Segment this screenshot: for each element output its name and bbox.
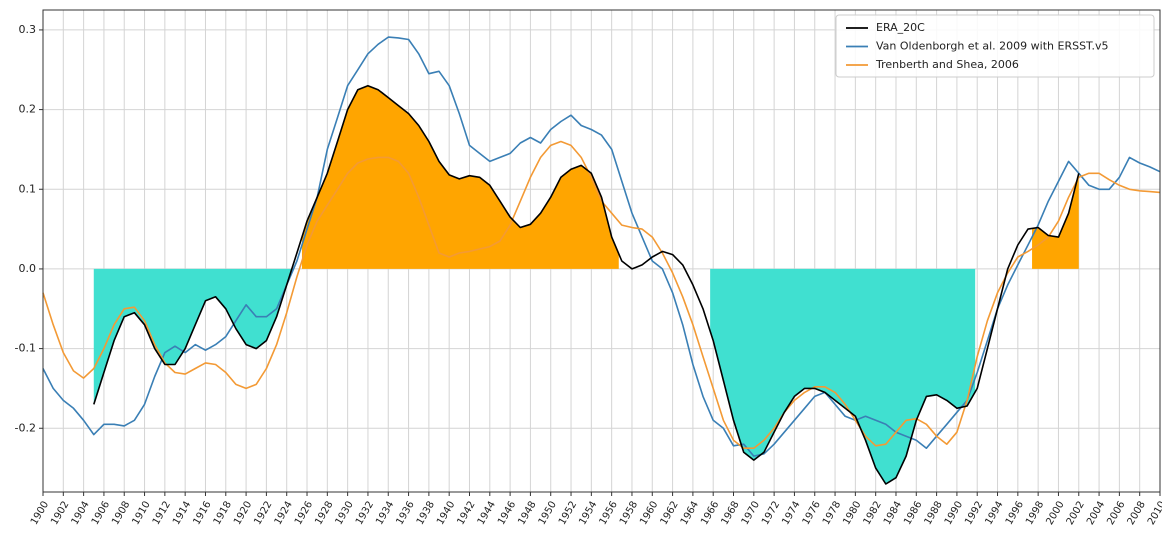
x-tick-label: 2006 xyxy=(1105,500,1127,528)
x-tick-label: 1962 xyxy=(659,500,681,528)
x-tick-label: 1966 xyxy=(699,500,721,528)
x-tick-label: 1944 xyxy=(476,500,498,528)
x-tick-label: 1902 xyxy=(49,500,71,528)
x-tick-label: 1954 xyxy=(577,500,599,528)
y-tick-label: 0.1 xyxy=(19,182,37,195)
y-tick-label: 0.3 xyxy=(19,23,37,36)
x-tick-label: 1988 xyxy=(923,500,945,528)
x-tick-label: 1910 xyxy=(130,500,152,528)
y-tick-label: 0.0 xyxy=(19,262,37,275)
x-tick-label: 1964 xyxy=(679,500,701,528)
x-tick-label: 1948 xyxy=(516,500,538,528)
x-tick-label: 1982 xyxy=(862,500,884,528)
x-tick-label: 1930 xyxy=(334,500,356,528)
x-tick-label: 1906 xyxy=(90,500,112,528)
x-tick-label: 1916 xyxy=(191,500,213,528)
x-tick-label: 1920 xyxy=(232,500,254,528)
x-tick-label: 1936 xyxy=(395,500,417,528)
series-line xyxy=(42,36,1161,457)
y-tick-label: -0.2 xyxy=(15,421,36,434)
series-line xyxy=(42,140,1161,449)
x-tick-label: 1986 xyxy=(902,500,924,528)
x-tick-label: 1942 xyxy=(455,500,477,528)
x-tick-label: 1976 xyxy=(801,500,823,528)
x-tick-label: 1922 xyxy=(252,500,274,528)
x-tick-label: 1984 xyxy=(882,500,904,528)
x-tick-label: 1972 xyxy=(760,500,782,528)
x-tick-label: 2002 xyxy=(1065,500,1087,528)
phase-fill xyxy=(301,85,619,269)
x-tick-label: 1952 xyxy=(557,500,579,528)
phase-fill xyxy=(93,268,292,405)
x-tick-label: 1904 xyxy=(70,500,92,528)
x-tick-label: 1960 xyxy=(638,500,660,528)
x-tick-label: 2010 xyxy=(1146,500,1162,528)
x-tick-label: 1926 xyxy=(293,500,315,528)
x-tick-label: 1996 xyxy=(1004,500,1026,528)
x-tick-label: 1934 xyxy=(374,500,396,528)
x-tick-label: 2004 xyxy=(1085,500,1107,528)
x-tick-label: 1928 xyxy=(313,500,335,528)
phase-fill xyxy=(1032,173,1079,269)
x-tick-label: 1918 xyxy=(212,500,234,528)
x-tick-label: 1958 xyxy=(618,500,640,528)
phase-fill xyxy=(710,268,976,485)
y-tick-label: -0.1 xyxy=(15,342,36,355)
x-tick-label: 1950 xyxy=(537,500,559,528)
legend-box xyxy=(835,14,1155,78)
legend-label: Van Oldenborgh et al. 2009 with ERSST.v5 xyxy=(876,40,1108,53)
series-line xyxy=(93,84,1080,485)
x-tick-label: 1956 xyxy=(598,500,620,528)
x-tick-label: 1970 xyxy=(740,500,762,528)
x-tick-label: 1924 xyxy=(273,500,295,528)
x-tick-label: 1914 xyxy=(171,500,193,528)
x-tick-label: 1998 xyxy=(1024,500,1046,528)
x-tick-label: 2008 xyxy=(1126,500,1148,528)
x-tick-label: 1946 xyxy=(496,500,518,528)
x-tick-label: 1990 xyxy=(943,500,965,528)
plot-frame xyxy=(42,9,1161,493)
x-tick-label: 1980 xyxy=(841,500,863,528)
x-tick-label: 1900 xyxy=(29,500,51,528)
y-tick-label: 0.2 xyxy=(19,103,37,116)
x-tick-label: 1992 xyxy=(963,500,985,528)
legend-label: ERA_20C xyxy=(876,21,925,34)
x-tick-label: 1912 xyxy=(151,500,173,528)
x-tick-label: 1978 xyxy=(821,500,843,528)
x-tick-label: 1938 xyxy=(415,500,437,528)
x-tick-label: 1994 xyxy=(983,500,1005,528)
legend-label: Trenberth and Shea, 2006 xyxy=(875,58,1019,71)
x-tick-label: 1940 xyxy=(435,500,457,528)
x-tick-label: 1968 xyxy=(719,500,741,528)
x-tick-label: 1908 xyxy=(110,500,132,528)
x-tick-label: 1974 xyxy=(780,500,802,528)
x-tick-label: 2000 xyxy=(1044,500,1066,528)
x-tick-label: 1932 xyxy=(354,500,376,528)
